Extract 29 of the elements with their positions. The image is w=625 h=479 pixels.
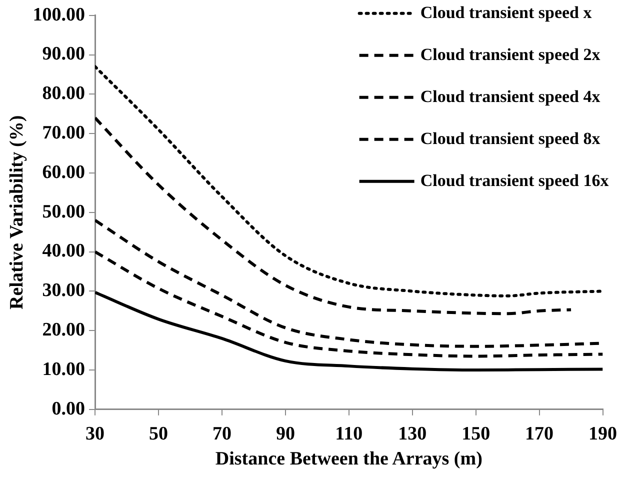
legend-label: Cloud transient speed 16x — [420, 170, 610, 190]
line-series — [95, 290, 603, 372]
legend-label: Cloud transient speed 2x — [420, 44, 601, 64]
y-tick-label: 80.00 — [42, 83, 86, 104]
y-tick-label: 90.00 — [42, 44, 86, 65]
y-axis-title: Relative Variability (%) — [6, 115, 28, 310]
y-tick-label: 0.00 — [52, 398, 86, 420]
x-tick-label: 30 — [86, 424, 105, 445]
y-tick-label: 60.00 — [42, 162, 86, 183]
x-axis-title: Distance Between the Arrays (m) — [215, 448, 482, 470]
y-tick-label: 50.00 — [42, 201, 86, 222]
legend-label: Cloud transient speed x — [420, 2, 592, 22]
y-tick-label: 20.00 — [42, 320, 86, 341]
x-tick-label: 170 — [525, 424, 554, 445]
x-tick-label: 190 — [588, 424, 617, 445]
line-series — [95, 250, 603, 358]
x-tick-label: 90 — [276, 424, 295, 445]
x-tick-label: 110 — [335, 424, 363, 445]
x-tick-label: 70 — [212, 424, 232, 445]
legend-label: Cloud transient speed 4x — [420, 86, 601, 106]
legend-label: Cloud transient speed 8x — [420, 128, 601, 148]
x-tick-label: 150 — [462, 424, 490, 445]
y-tick-label: 10.00 — [42, 358, 86, 380]
x-tick-label: 130 — [398, 424, 427, 445]
y-tick-label: 70.00 — [42, 122, 86, 144]
y-tick-label: 100.00 — [32, 4, 86, 26]
x-tick-label: 50 — [149, 424, 168, 445]
y-tick-label: 40.00 — [42, 240, 86, 262]
y-tick-label: 30.00 — [42, 280, 86, 302]
